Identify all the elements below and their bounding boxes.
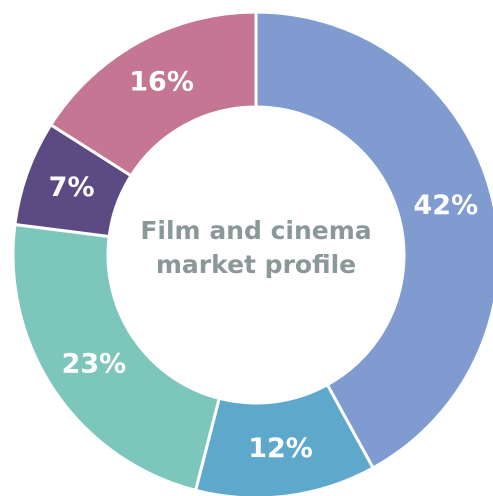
chart-title: Film and cinema market profile (140, 216, 372, 279)
donut-slice (11, 222, 222, 493)
donut-slice (254, 10, 493, 470)
slice-label: 7% (49, 172, 95, 203)
slice-label: 23% (62, 349, 127, 380)
slice-label: 42% (414, 190, 479, 221)
slice-label: 12% (248, 433, 313, 464)
donut-slice (48, 10, 258, 178)
slice-label: 16% (129, 67, 194, 98)
